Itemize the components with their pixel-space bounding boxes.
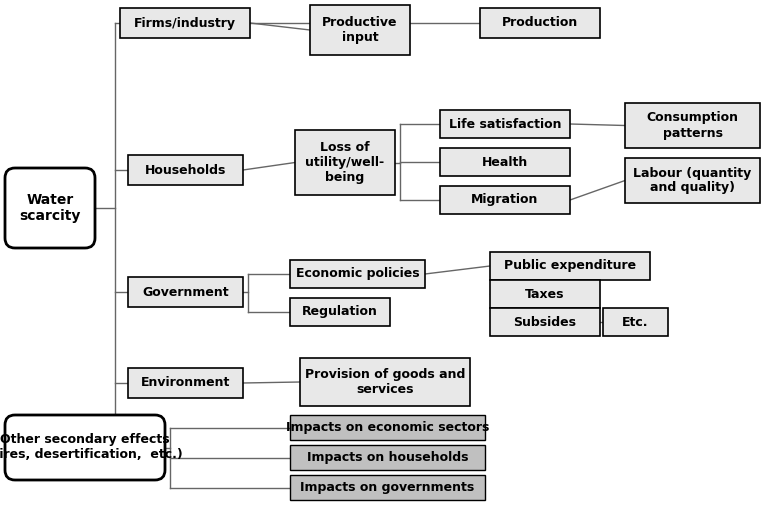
Text: Public expenditure: Public expenditure	[504, 259, 636, 272]
Text: Consumption
patterns: Consumption patterns	[646, 111, 738, 139]
Bar	[128, 277, 243, 307]
Text: Migration: Migration	[472, 193, 539, 206]
Text: Production: Production	[502, 17, 578, 30]
Text: Productive
input: Productive input	[322, 16, 398, 44]
Text: Labour (quantity
and quality): Labour (quantity and quality)	[633, 166, 751, 194]
Bar	[128, 368, 243, 398]
Text: Loss of
utility/well-
being: Loss of utility/well- being	[305, 141, 384, 184]
Text: Taxes: Taxes	[525, 288, 565, 301]
Bar	[440, 186, 570, 214]
Text: Etc.: Etc.	[622, 316, 649, 329]
Text: Other secondary effects
(fires, desertification,  etc.): Other secondary effects (fires, desertif…	[0, 434, 182, 462]
Bar	[603, 308, 668, 336]
Text: Life satisfaction: Life satisfaction	[449, 118, 561, 131]
Bar	[490, 308, 600, 336]
Bar	[490, 280, 600, 308]
Bar	[490, 252, 650, 280]
Text: Regulation: Regulation	[302, 305, 378, 318]
Bar	[625, 158, 760, 203]
Bar	[290, 445, 485, 470]
Bar	[440, 110, 570, 138]
Text: Impacts on economic sectors: Impacts on economic sectors	[286, 421, 489, 434]
Bar	[310, 5, 410, 55]
Bar	[440, 148, 570, 176]
Text: Government: Government	[142, 285, 229, 298]
Text: Impacts on governments: Impacts on governments	[301, 481, 475, 494]
Bar	[290, 260, 425, 288]
Bar	[300, 358, 470, 406]
Text: Households: Households	[145, 163, 226, 176]
Text: Impacts on households: Impacts on households	[307, 451, 468, 464]
Bar	[290, 298, 390, 326]
Text: Health: Health	[482, 155, 528, 168]
Text: Firms/industry: Firms/industry	[134, 17, 236, 30]
Text: Subsides: Subsides	[513, 316, 577, 329]
FancyBboxPatch shape	[5, 168, 95, 248]
Bar	[290, 475, 485, 500]
FancyBboxPatch shape	[5, 415, 165, 480]
Bar	[625, 103, 760, 148]
Text: Economic policies: Economic policies	[296, 267, 419, 280]
Bar	[480, 8, 600, 38]
Bar	[290, 415, 485, 440]
Text: Provision of goods and
services: Provision of goods and services	[305, 368, 465, 396]
Text: Environment: Environment	[141, 376, 230, 389]
Bar	[120, 8, 250, 38]
Bar	[295, 130, 395, 195]
Bar	[128, 155, 243, 185]
Text: Water
scarcity: Water scarcity	[19, 193, 80, 223]
